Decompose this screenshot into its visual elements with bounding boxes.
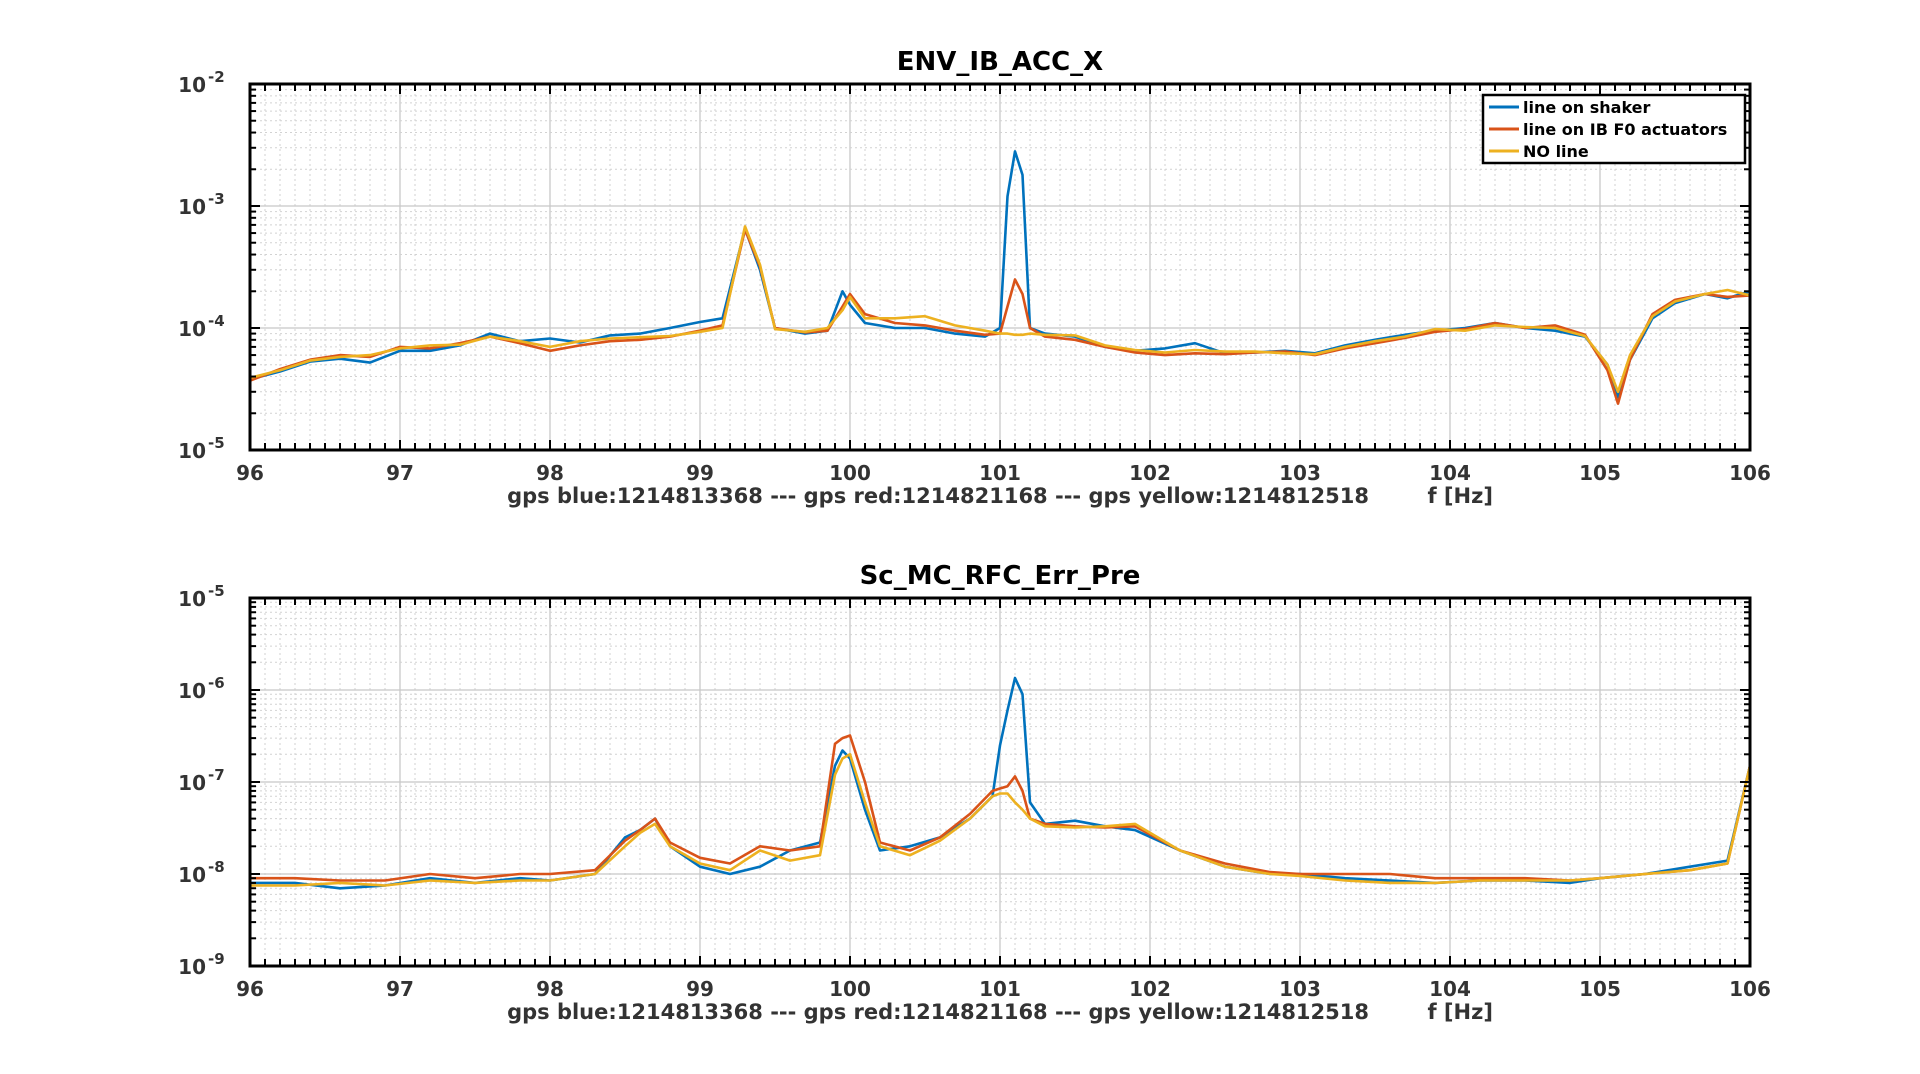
x-axis-label: gps blue:1214813368 --- gps red:12148211… <box>507 484 1493 508</box>
x-tick-label: 102 <box>1129 977 1171 1001</box>
chart-title: Sc_MC_RFC_Err_Pre <box>860 561 1141 591</box>
y-tick-label: 10 <box>178 863 206 887</box>
y-tick-label: 10 <box>178 317 206 341</box>
x-tick-label: 96 <box>236 977 264 1001</box>
x-tick-label: 105 <box>1579 977 1621 1001</box>
x-tick-label: 98 <box>536 461 564 485</box>
x-tick-label: 96 <box>236 461 264 485</box>
legend-label: line on shaker <box>1523 98 1651 117</box>
x-tick-label: 105 <box>1579 461 1621 485</box>
x-tick-label: 101 <box>979 461 1021 485</box>
x-tick-label: 104 <box>1429 977 1471 1001</box>
x-tick-label: 104 <box>1429 461 1471 485</box>
x-tick-label: 98 <box>536 977 564 1001</box>
chart-panel-sc-mc-rfc-err-pre: Sc_MC_RFC_Err_Pre 96 97 98 99 100 101 102 103 10… <box>178 561 1771 1024</box>
x-tick-label: 99 <box>686 977 714 1001</box>
y-tick-label: 10 <box>178 955 206 979</box>
y-tick-label: 10 <box>178 73 206 97</box>
x-tick-label: 106 <box>1729 461 1771 485</box>
y-tick-exponent: -9 <box>208 950 225 968</box>
x-tick-label: 103 <box>1279 977 1321 1001</box>
chart-panel-env-ib-acc-x: ENV_IB_ACC_X 96 97 98 99 100 101 102 103 104 105 1… <box>178 47 1771 508</box>
y-tick-exponent: -6 <box>208 674 225 692</box>
x-tick-label: 100 <box>829 461 871 485</box>
y-tick-label: 10 <box>178 195 206 219</box>
y-tick-exponent: -2 <box>208 68 225 86</box>
x-axis-label: gps blue:1214813368 --- gps red:12148211… <box>507 1000 1493 1024</box>
series-line-2 <box>250 734 1752 882</box>
x-tick-label: 97 <box>386 461 414 485</box>
legend: line on shaker line on IB F0 actuators NO … <box>1481 93 1747 165</box>
y-tick-exponent: -8 <box>208 858 225 876</box>
y-tick-label: 10 <box>178 679 206 703</box>
x-tick-label: 106 <box>1729 977 1771 1001</box>
x-tick-label: 99 <box>686 461 714 485</box>
y-tick-exponent: -5 <box>208 434 225 452</box>
y-tick-label: 10 <box>178 771 206 795</box>
y-tick-exponent: -7 <box>208 766 225 784</box>
x-tick-label: 101 <box>979 977 1021 1001</box>
y-tick-exponent: -5 <box>208 582 225 600</box>
x-tick-label: 97 <box>386 977 414 1001</box>
y-tick-label: 10 <box>178 439 206 463</box>
y-tick-exponent: -4 <box>208 312 225 330</box>
series-line-3 <box>249 225 1751 394</box>
x-tick-label: 100 <box>829 977 871 1001</box>
legend-label: line on IB F0 actuators <box>1523 120 1727 139</box>
legend-box <box>1481 93 1747 165</box>
chart-title: ENV_IB_ACC_X <box>897 47 1103 77</box>
series-line-3 <box>250 752 1752 887</box>
y-tick-exponent: -3 <box>208 190 225 208</box>
y-tick-label: 10 <box>178 587 206 611</box>
x-tick-label: 102 <box>1129 461 1171 485</box>
x-tick-label: 103 <box>1279 461 1321 485</box>
legend-label: NO line <box>1523 142 1589 161</box>
